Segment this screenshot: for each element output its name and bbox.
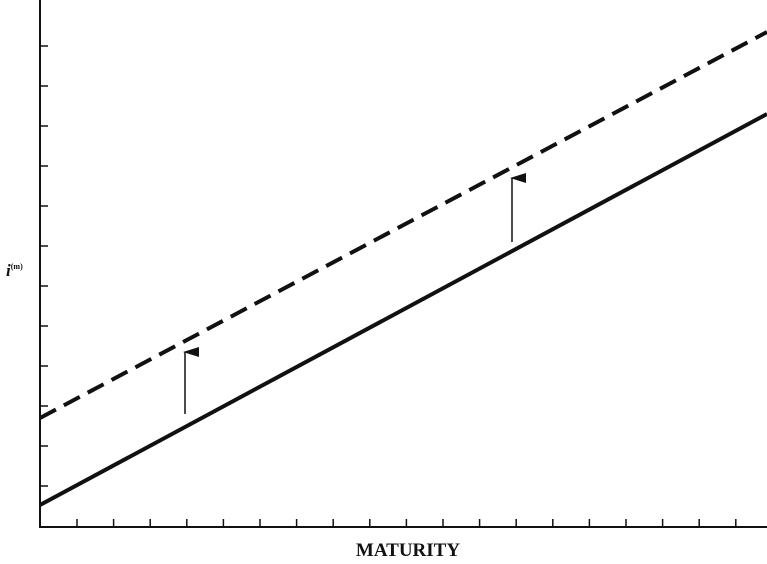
x-axis-label: MATURITY [356,540,460,561]
ticks [40,45,737,527]
shifted-curve [39,30,767,420]
y-label-base: i [6,261,11,280]
y-label-superscript: (m) [11,262,23,271]
y-axis-label: i(m) [6,261,23,280]
axes [39,0,767,528]
original-curve [39,112,767,507]
